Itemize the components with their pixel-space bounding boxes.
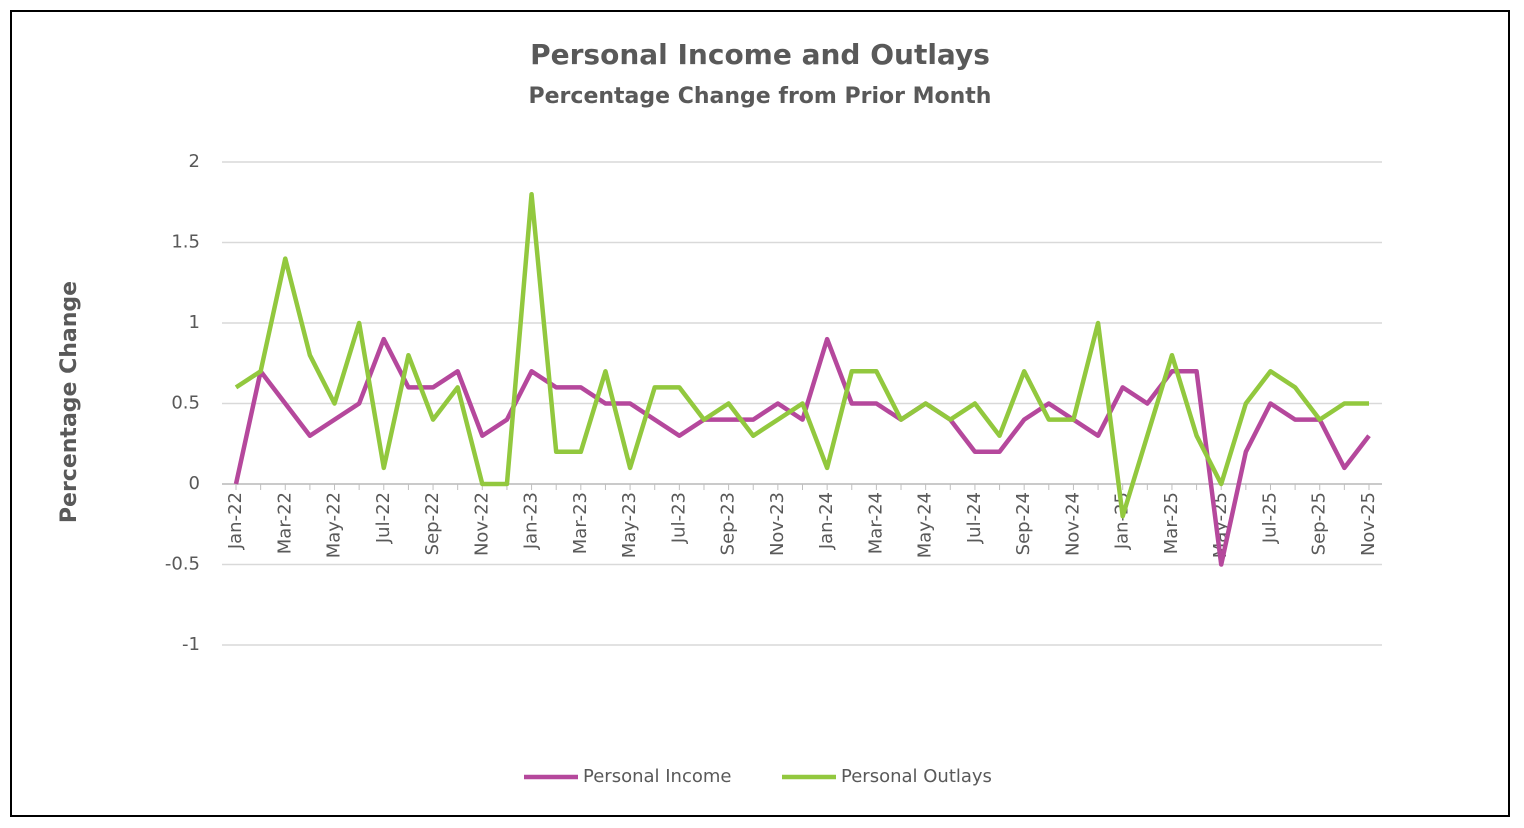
y-tick-label: 1.5 xyxy=(171,232,200,253)
series-line xyxy=(233,336,1371,567)
y-tick-label: 0 xyxy=(189,473,200,494)
y-tick-label: 0.5 xyxy=(171,393,200,414)
legend-label: Personal Outlays xyxy=(841,766,992,787)
x-tick-label: May-23 xyxy=(619,492,640,558)
y-tick-label: -1 xyxy=(182,634,200,655)
x-tick-label: Jul-24 xyxy=(964,492,985,544)
legend-label: Personal Income xyxy=(583,766,731,787)
x-tick-label: Sep-24 xyxy=(1013,492,1034,555)
x-tick-label: Nov-22 xyxy=(471,492,492,556)
x-tick-label: Sep-22 xyxy=(422,492,443,555)
x-tick-label: Mar-25 xyxy=(1161,492,1182,554)
y-tick-label: 2 xyxy=(189,151,200,172)
series-line xyxy=(234,191,1369,519)
x-tick-label: Mar-23 xyxy=(570,492,591,554)
x-tick-label: Jul-22 xyxy=(373,492,394,544)
x-tick-label: Nov-25 xyxy=(1358,492,1379,556)
x-tick-label: Nov-24 xyxy=(1062,492,1083,556)
x-tick-label: Sep-23 xyxy=(718,492,739,555)
x-tick-label: Jan-24 xyxy=(816,492,837,550)
x-tick-label: May-22 xyxy=(324,492,345,558)
x-tick-label: Jul-23 xyxy=(668,492,689,544)
x-tick-label: May-24 xyxy=(915,492,936,558)
chart-title: Personal Income and Outlays xyxy=(530,38,990,71)
x-tick-label: Jan-22 xyxy=(225,492,246,550)
x-tick-label: Jul-25 xyxy=(1259,492,1280,544)
y-axis-label: Percentage Change xyxy=(57,281,82,523)
x-tick-label: Nov-23 xyxy=(767,492,788,556)
y-tick-label: -0.5 xyxy=(165,554,200,575)
x-tick-label: Mar-22 xyxy=(274,492,295,554)
x-tick-label: Sep-25 xyxy=(1309,492,1330,555)
chart-subtitle: Percentage Change from Prior Month xyxy=(529,84,992,109)
x-tick-label: Mar-24 xyxy=(865,492,886,554)
x-tick-label: Jan-23 xyxy=(521,492,542,550)
y-tick-label: 1 xyxy=(189,312,200,333)
